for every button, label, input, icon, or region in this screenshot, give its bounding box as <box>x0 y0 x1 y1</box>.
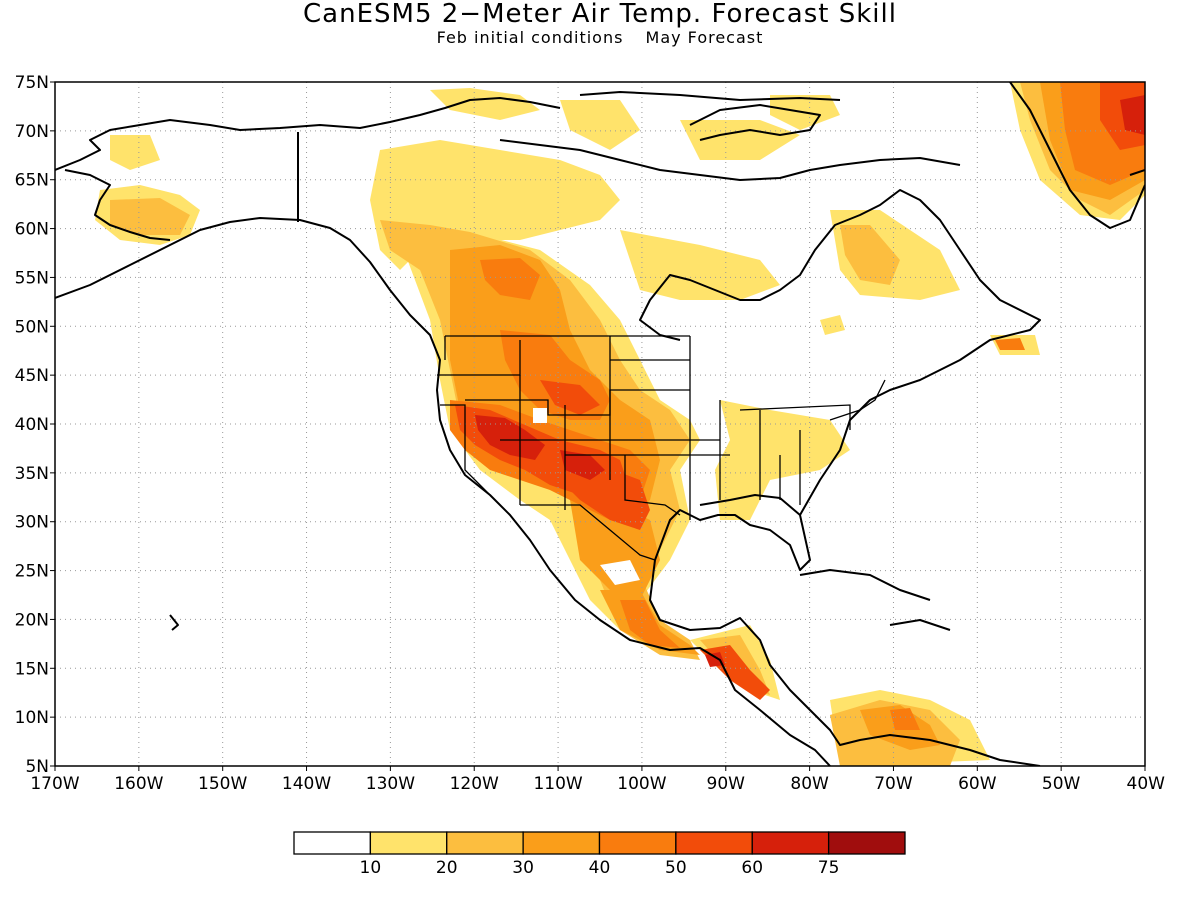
lon-label: 60W <box>958 774 997 794</box>
lon-label: 150W <box>198 774 247 794</box>
lon-label: 80W <box>790 774 829 794</box>
colorbar-swatch <box>369 831 448 855</box>
colorbar-tick-label: 20 <box>436 858 458 878</box>
lon-label: 130W <box>366 774 415 794</box>
subtitle-initial: Feb initial conditions <box>436 28 624 47</box>
lon-label: 90W <box>707 774 746 794</box>
lat-label: 65N <box>15 171 49 191</box>
colorbar-swatch <box>598 831 677 855</box>
lat-label: 30N <box>15 513 49 533</box>
lon-label: 100W <box>617 774 666 794</box>
lon-label: 40W <box>1127 774 1166 794</box>
lon-label: 120W <box>450 774 499 794</box>
lat-label: 35N <box>15 464 49 484</box>
colorbar-swatch <box>446 831 524 855</box>
colorbar-legend: 10 20 30 40 50 60 75 <box>293 831 906 878</box>
colorbar-tick-label: 60 <box>741 858 763 878</box>
colorbar-tick-label: 75 <box>818 858 840 878</box>
colorbar-swatch <box>293 831 372 855</box>
lon-label: 140W <box>282 774 331 794</box>
lat-label: 5N <box>25 757 49 777</box>
chart-title: CanESM5 2−Meter Air Temp. Forecast Skill <box>303 0 897 29</box>
lat-label: 20N <box>15 610 49 630</box>
colorbar-tick-label: 40 <box>589 858 611 878</box>
lat-label: 70N <box>15 122 49 142</box>
lat-label: 25N <box>15 562 49 582</box>
lon-label: 70W <box>874 774 913 794</box>
colorbar-tick-label: 50 <box>665 858 687 878</box>
lat-label: 15N <box>15 659 49 679</box>
lon-label: 160W <box>114 774 163 794</box>
colorbar-tick-label: 30 <box>512 858 534 878</box>
lat-label: 60N <box>15 220 49 240</box>
chart-subtitle: Feb initial conditions May Forecast <box>0 29 1200 47</box>
subtitle-forecast: May Forecast <box>645 28 764 47</box>
lat-label: 50N <box>15 317 49 337</box>
colorbar-tick-label: 10 <box>360 858 382 878</box>
colorbar-swatch <box>675 831 753 855</box>
colorbar-swatch <box>522 831 601 855</box>
lat-label: 40N <box>15 415 49 435</box>
lon-label: 50W <box>1042 774 1081 794</box>
lat-label: 75N <box>15 73 49 93</box>
colorbar-swatch <box>827 831 906 855</box>
lat-label: 55N <box>15 268 49 288</box>
political-borders <box>437 335 886 561</box>
colorbar-swatch <box>751 831 830 855</box>
shading-level-60 <box>475 95 1145 667</box>
lon-label: 110W <box>533 774 582 794</box>
map-axes: 75N 70N 65N 60N 55N 50N 45N 40N 35N 30N 25N 20N 15N 1… <box>15 73 1166 794</box>
lat-label: 45N <box>15 366 49 386</box>
lon-label: 170W <box>30 774 79 794</box>
coastlines <box>55 82 1145 766</box>
lat-label: 10N <box>15 708 49 728</box>
